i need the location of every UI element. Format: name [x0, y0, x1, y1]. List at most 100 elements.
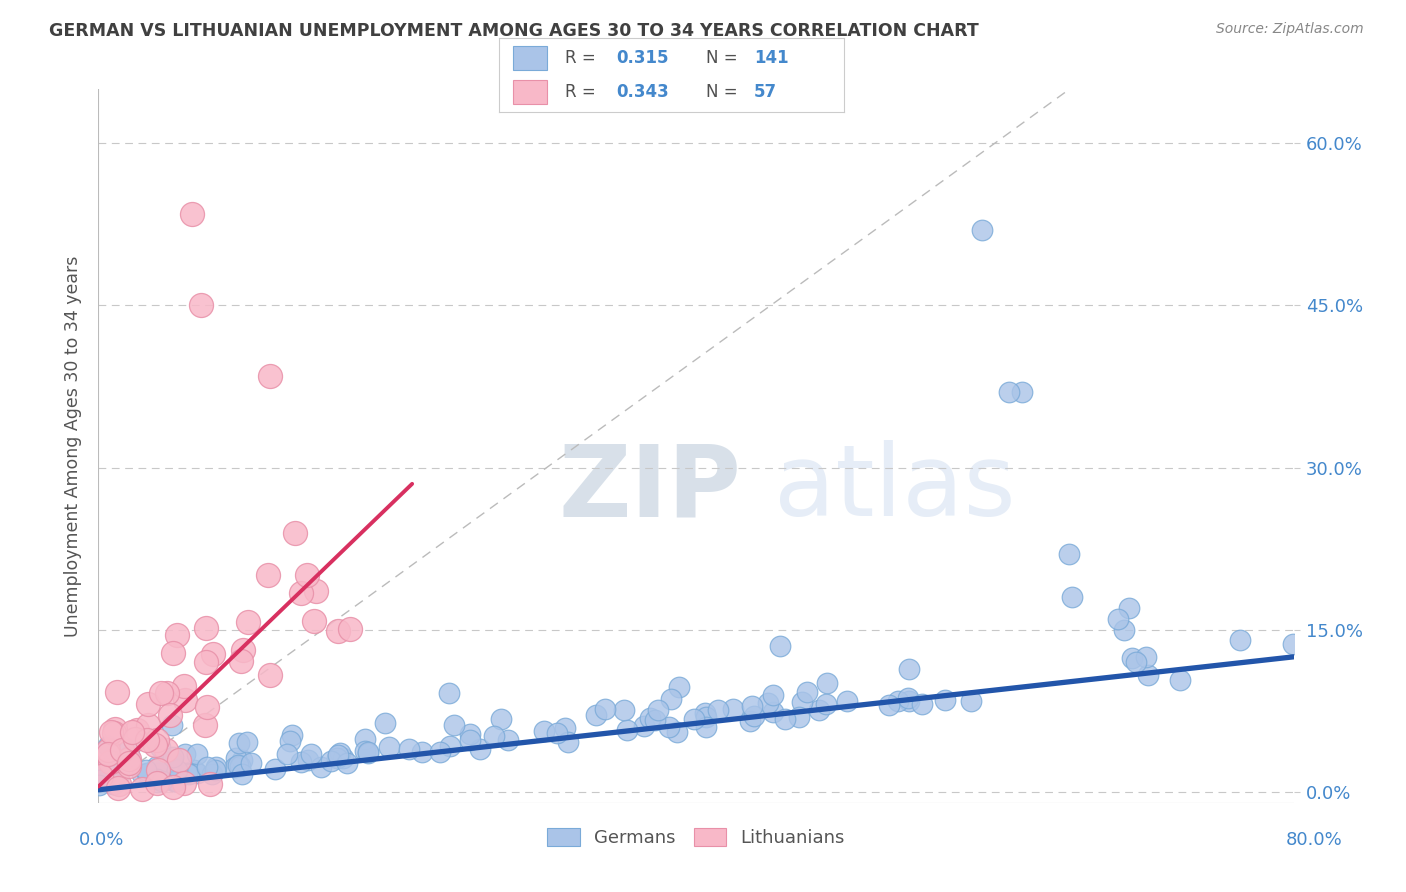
Point [224, 759, 246, 773]
Point [744, 708, 766, 723]
Point [309, 760, 332, 774]
Point [815, 676, 838, 690]
Point [97, 743, 120, 757]
Point [89, 778, 111, 792]
Point [145, 759, 167, 773]
Point [146, 763, 169, 777]
Point [195, 655, 218, 669]
Point [898, 693, 921, 707]
Point [807, 703, 830, 717]
Point [93, 772, 115, 786]
Point [484, 729, 506, 743]
Point [118, 752, 141, 766]
Point [1136, 668, 1159, 682]
Point [1125, 655, 1147, 669]
Point [201, 767, 224, 781]
Point [668, 681, 690, 695]
Point [108, 777, 131, 791]
Point [378, 739, 401, 754]
Point [498, 732, 520, 747]
Point [231, 767, 253, 781]
Point [326, 748, 349, 763]
Point [326, 750, 349, 764]
Point [647, 703, 669, 717]
Bar [513, 80, 547, 104]
Point [278, 733, 301, 747]
Point [302, 614, 325, 628]
Point [769, 639, 792, 653]
Point [1281, 637, 1303, 651]
Point [533, 723, 555, 738]
Point [166, 763, 188, 777]
Point [146, 775, 169, 789]
Text: N =: N = [706, 49, 742, 67]
Point [146, 772, 169, 786]
Point [1121, 650, 1143, 665]
Point [815, 697, 838, 711]
Point [165, 774, 187, 789]
Point [336, 756, 359, 770]
Point [1229, 632, 1251, 647]
Point [135, 763, 157, 777]
Point [972, 223, 994, 237]
Point [194, 718, 217, 732]
Point [160, 718, 183, 732]
Point [304, 584, 326, 599]
Point [276, 747, 298, 762]
Point [644, 713, 666, 727]
Point [121, 725, 143, 739]
Point [146, 732, 169, 747]
Point [374, 716, 396, 731]
Point [162, 780, 184, 794]
Point [97, 747, 120, 761]
Point [136, 697, 159, 711]
Point [299, 747, 322, 762]
Point [877, 698, 900, 713]
Point [105, 685, 128, 699]
Point [546, 726, 568, 740]
Point [195, 759, 218, 773]
Point [960, 694, 983, 708]
Point [103, 776, 125, 790]
Point [658, 720, 681, 734]
Point [146, 776, 169, 790]
Point [135, 765, 157, 780]
Point [998, 384, 1021, 399]
Point [554, 721, 576, 735]
Point [148, 765, 170, 780]
Text: 80.0%: 80.0% [1286, 831, 1343, 849]
Point [111, 743, 134, 757]
Point [163, 774, 186, 789]
Point [159, 707, 181, 722]
Point [135, 733, 157, 747]
Point [204, 764, 226, 778]
Point [162, 750, 184, 764]
Point [94, 761, 117, 775]
Point [200, 777, 222, 791]
Point [176, 766, 198, 780]
Text: 0.343: 0.343 [616, 83, 669, 101]
Point [186, 766, 208, 780]
Point [118, 759, 141, 773]
Point [290, 755, 312, 769]
Text: N =: N = [706, 83, 742, 101]
Point [231, 753, 253, 767]
Point [195, 700, 218, 714]
Point [100, 756, 122, 770]
Point [107, 781, 129, 796]
Point [585, 708, 607, 723]
Point [259, 668, 281, 682]
Point [117, 756, 139, 771]
Point [659, 691, 682, 706]
Point [89, 772, 111, 787]
Point [762, 688, 785, 702]
Point [1168, 673, 1191, 687]
Point [756, 696, 779, 710]
Point [195, 621, 218, 635]
Text: 141: 141 [754, 49, 789, 67]
Text: 0.0%: 0.0% [79, 831, 124, 849]
Point [439, 739, 461, 754]
Point [613, 703, 636, 717]
Point [319, 754, 342, 768]
Point [201, 647, 224, 661]
